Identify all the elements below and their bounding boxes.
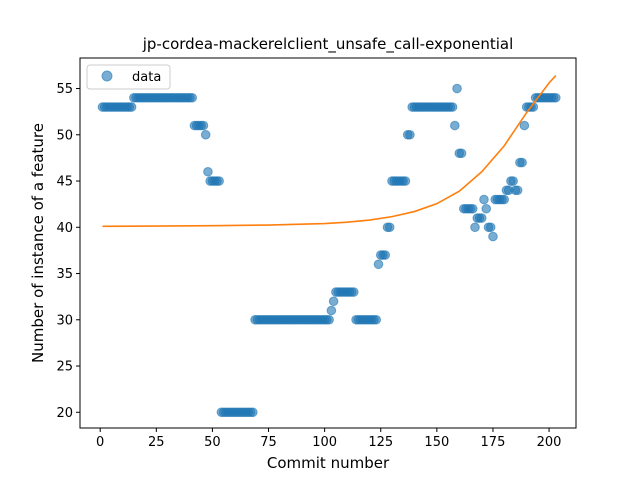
data-point <box>187 92 198 103</box>
y-tick-label: 45 <box>56 175 73 190</box>
x-tick-label: 175 <box>481 435 506 450</box>
y-tick-label: 50 <box>56 128 73 143</box>
data-point <box>481 203 492 214</box>
data-point <box>380 250 391 260</box>
y-tick-label: 40 <box>56 221 73 236</box>
data-point <box>456 148 467 159</box>
data-point <box>512 185 523 196</box>
y-tick-label: 35 <box>56 267 73 282</box>
x-tick-label: 0 <box>96 435 104 450</box>
data-point <box>373 259 384 270</box>
data-point <box>479 194 489 205</box>
y-tick-label: 55 <box>56 82 73 97</box>
y-axis-label: Number of instance of a feature <box>29 123 47 363</box>
data-point <box>447 102 458 112</box>
legend: data <box>86 64 171 90</box>
data-point <box>214 176 224 186</box>
data-point <box>203 166 213 177</box>
data-point <box>488 231 498 242</box>
x-tick-label: 75 <box>260 435 277 450</box>
fit-line <box>102 75 557 228</box>
x-tick-label: 150 <box>424 435 449 450</box>
data-point <box>248 407 258 418</box>
chart-title: jp-cordea-mackerelclient_unsafe_call-exp… <box>142 35 514 54</box>
data-point <box>470 222 480 233</box>
data-point <box>405 129 415 140</box>
data-point <box>452 83 462 94</box>
data-point <box>400 176 411 186</box>
y-axis: 20 25 30 35 40 45 50 55 <box>56 82 80 421</box>
plot-area <box>97 75 561 418</box>
x-tick-label: 25 <box>148 435 165 450</box>
x-axis-label: Commit number <box>267 454 390 472</box>
data-point <box>371 314 382 325</box>
data-point <box>485 222 496 233</box>
data-point <box>508 176 518 186</box>
x-tick-label: 125 <box>368 435 393 450</box>
data-point <box>324 314 334 325</box>
data-point <box>519 120 530 131</box>
data-point <box>467 203 478 214</box>
x-tick-label: 200 <box>537 435 562 450</box>
data-point <box>384 222 395 233</box>
data-point <box>126 102 137 112</box>
data-point <box>499 194 509 205</box>
legend-label-data: data <box>132 70 161 85</box>
x-axis: 0 25 50 75 100 125 150 175 200 <box>96 428 561 450</box>
y-tick-label: 20 <box>56 406 73 421</box>
data-point <box>551 92 561 103</box>
data-point <box>200 129 211 140</box>
x-tick-label: 50 <box>204 435 221 450</box>
y-tick-label: 30 <box>56 313 73 328</box>
data-point <box>326 305 337 316</box>
data-point <box>349 287 359 297</box>
plot-frame <box>79 57 577 429</box>
x-tick-label: 100 <box>312 435 337 450</box>
data-point <box>198 120 209 131</box>
data-point <box>328 296 339 307</box>
data-point <box>476 213 487 223</box>
legend-marker-data <box>101 70 113 82</box>
y-tick-label: 25 <box>56 360 73 375</box>
data-point <box>450 120 460 131</box>
data-point <box>517 157 527 168</box>
